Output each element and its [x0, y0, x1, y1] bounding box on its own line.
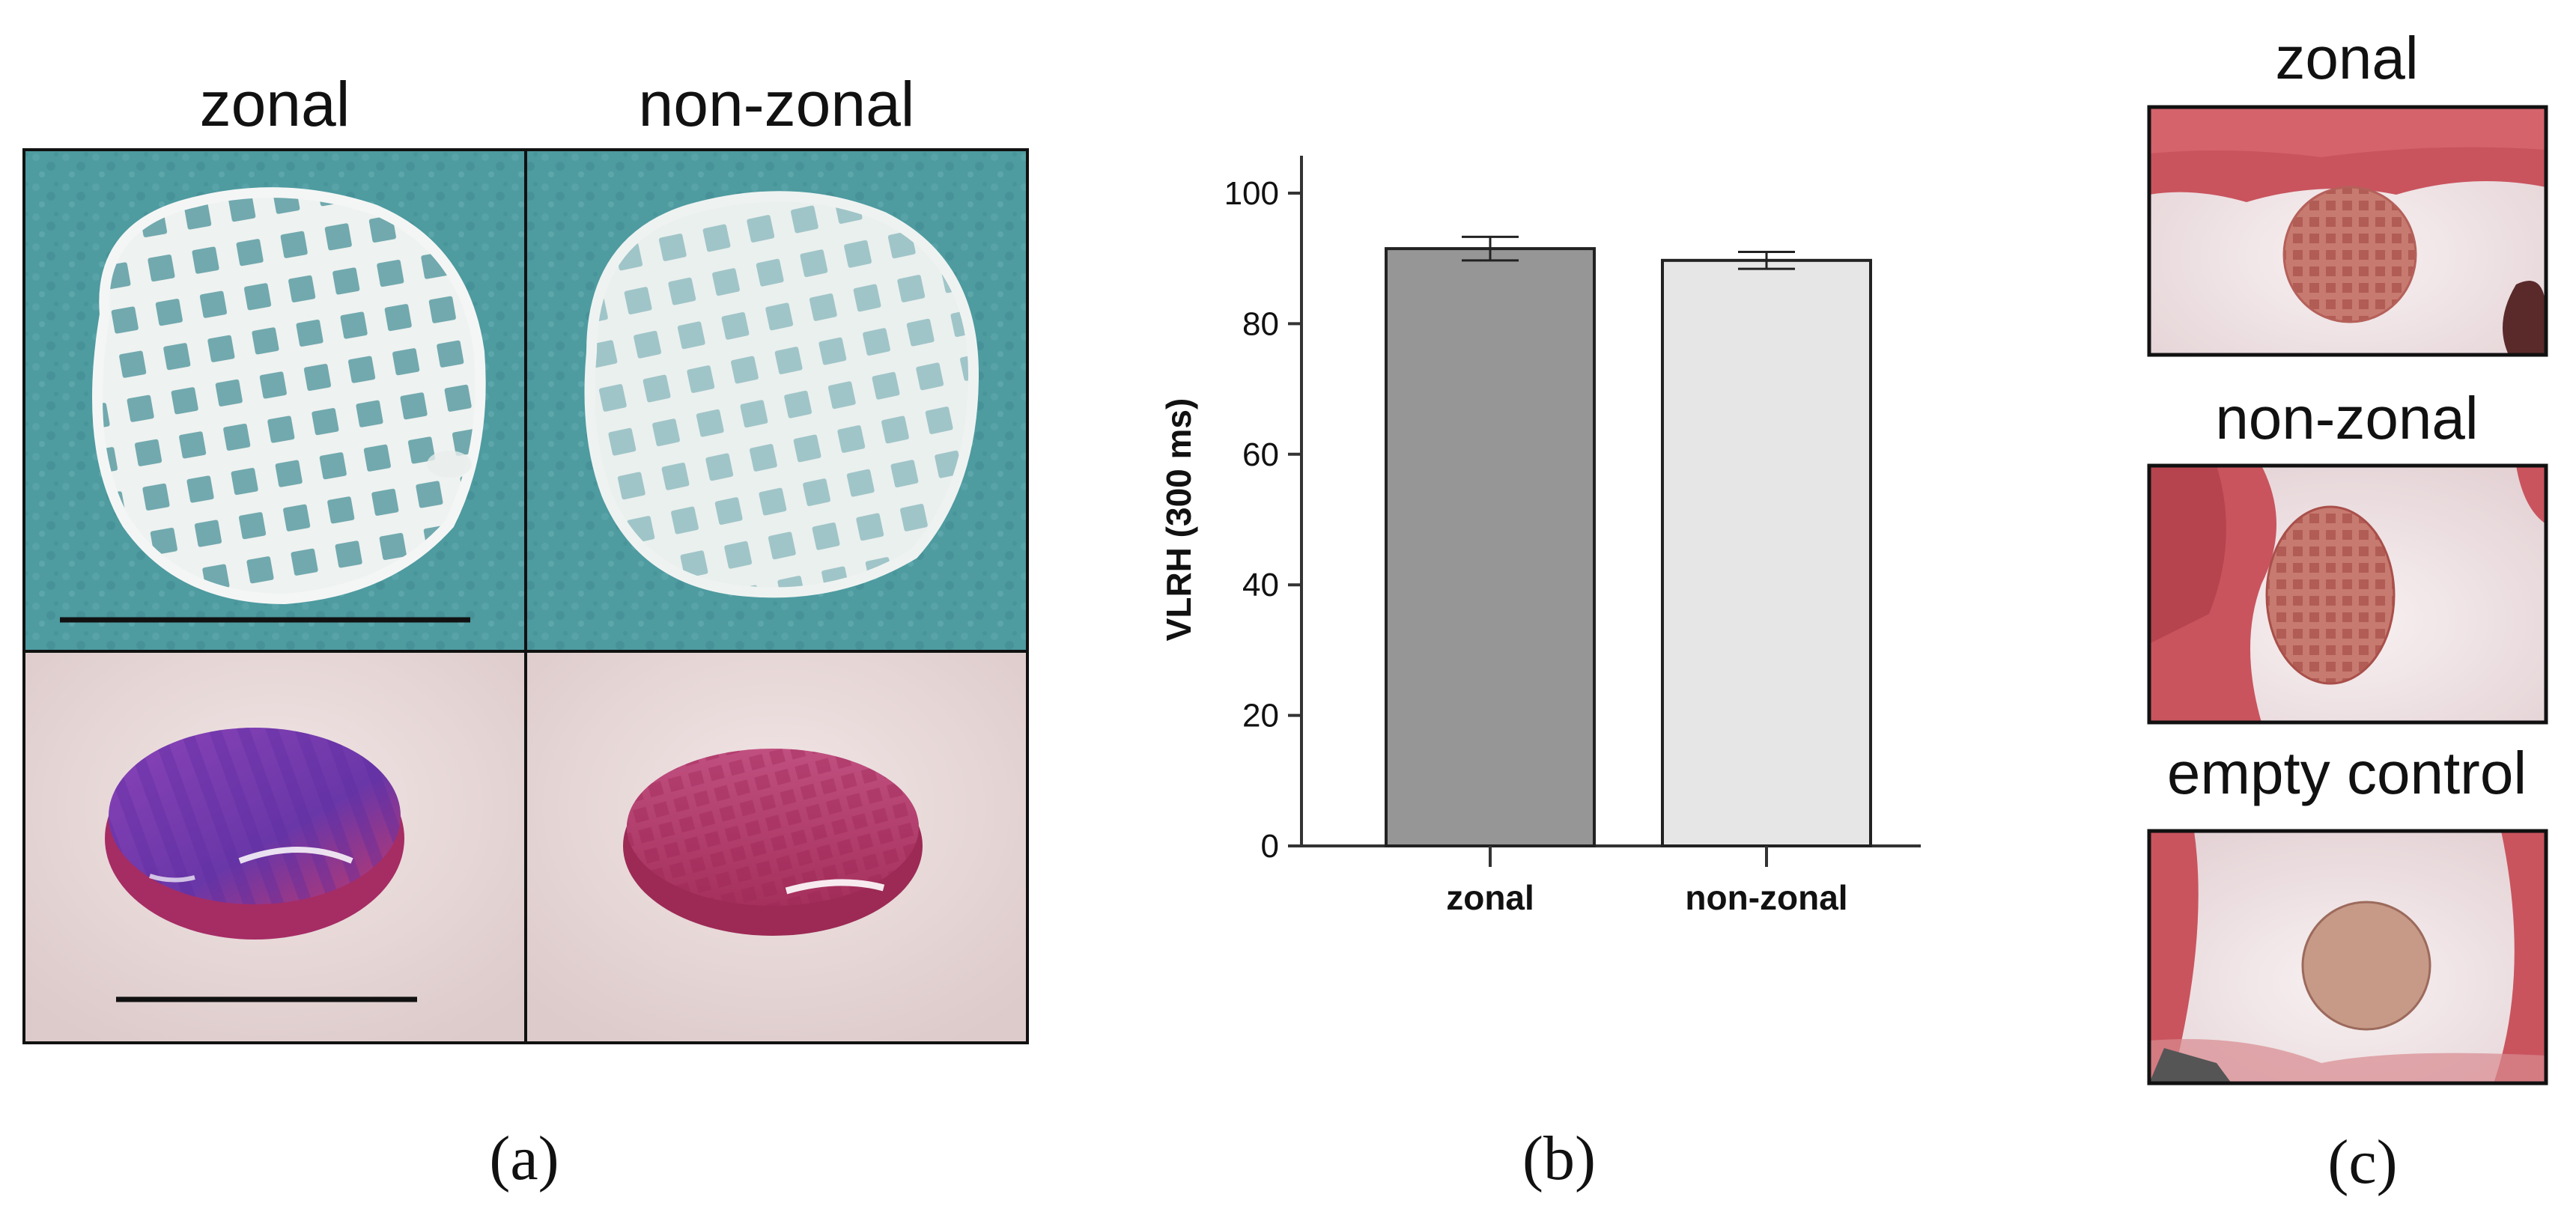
photo-non-zonal-stained-bottom	[526, 651, 1027, 1043]
panel-a-letter: (a)	[489, 1124, 559, 1193]
panel-c: zonal non-zonal empty control	[2147, 25, 2548, 1197]
panel-b-letter: (b)	[1522, 1124, 1596, 1193]
y-tick-label-20: 20	[1242, 698, 1279, 734]
photo-implant-empty-control-frame	[2147, 829, 2548, 1085]
photo-zonal-stained-bottom	[24, 651, 526, 1043]
photo-implant-zonal-frame	[2147, 105, 2548, 357]
panel-a-col-label-zonal: zonal	[200, 69, 350, 139]
y-tick-label-0: 0	[1261, 828, 1279, 865]
bar-zonal	[1385, 247, 1596, 847]
panel-a-col-label-non-zonal: non-zonal	[639, 69, 915, 139]
y-tick-label-80: 80	[1242, 305, 1279, 342]
x-tick-label-zonal: zonal	[1446, 878, 1534, 917]
panel-a: zonal non-zonal	[22, 69, 1029, 1193]
photo-implant-non-zonal-frame	[2147, 463, 2548, 725]
panel-c-row-label-zonal: zonal	[2275, 25, 2418, 91]
photo-implant-zonal	[2149, 107, 2546, 355]
y-tick-label-40: 40	[1242, 567, 1279, 603]
y-tick-label-100: 100	[1224, 175, 1279, 212]
panel-c-row-label-non-zonal: non-zonal	[2215, 385, 2478, 451]
panel-c-row-label-empty-control: empty control	[2167, 740, 2527, 806]
x-tick-label-non-zonal: non-zonal	[1685, 878, 1847, 917]
photo-zonal-scaffold-top	[24, 150, 526, 651]
bar-non-zonal	[1661, 258, 1872, 848]
panel-c-letter: (c)	[2327, 1127, 2397, 1197]
photo-non-zonal-scaffold-top	[526, 150, 1027, 651]
photo-implant-non-zonal	[2149, 466, 2546, 722]
chart: 0 20 40 60 80 100 VLRH (300 ms) zonal non-zonal	[1159, 156, 1921, 917]
photo-implant-empty-control	[2149, 831, 2546, 1083]
y-tick-label-60: 60	[1242, 436, 1279, 473]
y-axis-label: VLRH (300 ms)	[1159, 398, 1198, 642]
